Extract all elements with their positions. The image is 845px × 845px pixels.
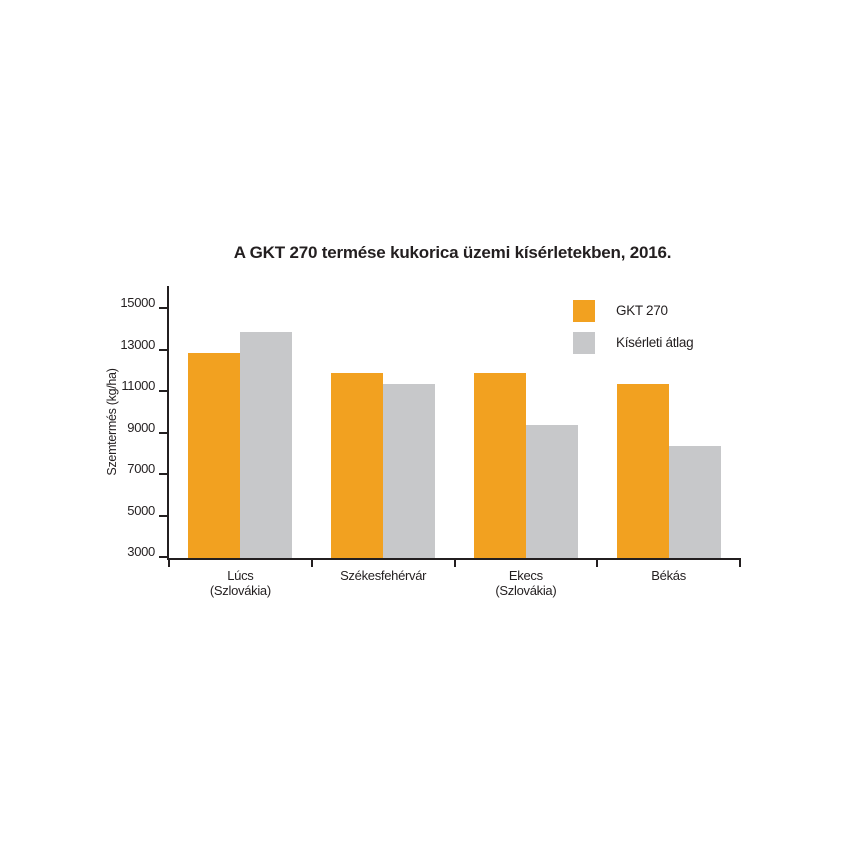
y-axis-tick bbox=[159, 473, 169, 475]
legend-swatch-gkt-270 bbox=[573, 300, 595, 322]
x-category-label-szekesfehervar: Székesfehérvár bbox=[302, 568, 465, 583]
x-category-label-line: Lúcs bbox=[227, 568, 254, 583]
plot-area: 3000 5000 7000 9000 11000 13000 15000 Lúcs (Szlo… bbox=[120, 286, 741, 598]
y-axis-tick bbox=[159, 390, 169, 392]
y-axis-tick-label: 3000 bbox=[127, 544, 155, 559]
legend-item-gkt-270: GKT 270 bbox=[573, 300, 693, 322]
legend-label-gkt-270: GKT 270 bbox=[616, 303, 668, 318]
bar-kiserleti-atlag-lucs-szlovakia bbox=[240, 331, 293, 558]
y-axis-tick bbox=[159, 307, 169, 309]
x-axis-tick bbox=[739, 558, 741, 567]
y-axis-tick bbox=[159, 556, 169, 558]
bar-kiserleti-atlag-bekas bbox=[668, 445, 721, 558]
legend-label-kiserleti-atlag: Kísérleti átlag bbox=[616, 335, 694, 350]
bar-gkt-270-lucs-szlovakia bbox=[188, 352, 241, 558]
y-axis-tick bbox=[159, 514, 169, 517]
x-category-label-line: (Szlovákia) bbox=[495, 583, 557, 598]
x-axis-tick bbox=[453, 558, 456, 567]
y-axis-tick-label: 15000 bbox=[120, 295, 155, 310]
x-category-label-bekas: Békás bbox=[587, 568, 750, 583]
legend-swatch-kiserleti-atlag bbox=[573, 332, 595, 354]
y-axis-tick-label: 5000 bbox=[127, 502, 155, 518]
x-axis-tick bbox=[168, 558, 170, 567]
x-category-label-line: Ekecs bbox=[508, 568, 543, 583]
y-axis-tick-label: 11000 bbox=[121, 378, 155, 393]
legend: GKT 270 Kísérleti átlag bbox=[573, 300, 694, 354]
x-category-label-line: Székesfehérvár bbox=[340, 568, 427, 583]
bar-gkt-270-ekecs-szlovakia bbox=[473, 373, 526, 558]
y-axis-tick bbox=[159, 431, 169, 434]
bar-kiserleti-atlag-ekecs-szlovakia bbox=[525, 425, 578, 558]
x-axis-tick bbox=[310, 558, 313, 567]
y-axis-tick-label: 9000 bbox=[127, 419, 155, 435]
y-axis-tick bbox=[159, 348, 169, 351]
x-category-label-line: Békás bbox=[651, 568, 686, 583]
x-category-label-line: (Szlovákia) bbox=[209, 583, 271, 598]
bar-gkt-270-szekesfehervar bbox=[331, 373, 384, 558]
y-axis-tick-label: 13000 bbox=[120, 336, 155, 352]
x-category-label-lucs-szlovakia: Lúcs (Szlovákia) bbox=[159, 568, 322, 598]
legend-item-kiserleti-atlag: Kísérleti átlag bbox=[573, 332, 694, 354]
bar-gkt-270-bekas bbox=[616, 383, 669, 558]
bar-kiserleti-atlag-szekesfehervar bbox=[383, 383, 436, 558]
chart-title: A GKT 270 termése kukorica üzemi kísérle… bbox=[233, 243, 672, 262]
x-axis-tick bbox=[596, 558, 599, 567]
y-axis-tick-label: 7000 bbox=[127, 461, 155, 476]
x-category-label-ekecs-szlovakia: Ekecs (Szlovákia) bbox=[445, 568, 608, 598]
